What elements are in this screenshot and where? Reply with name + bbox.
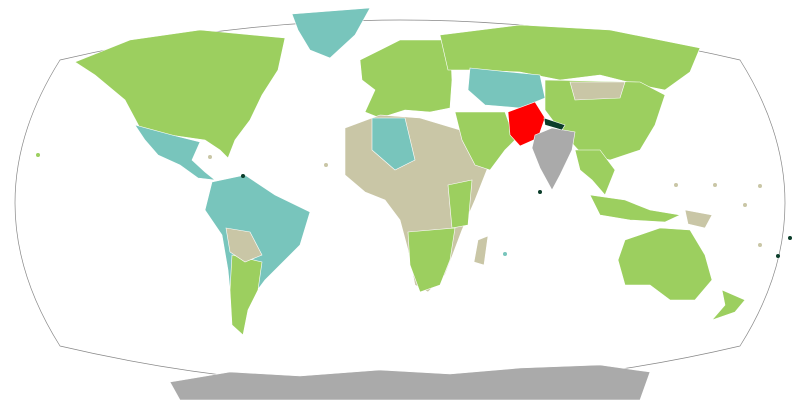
island-marker: [538, 190, 542, 194]
region-middle-east[interactable]: [454, 111, 516, 171]
region-papua[interactable]: [684, 209, 713, 229]
island-marker: [241, 174, 245, 178]
region-indonesia[interactable]: [589, 194, 682, 223]
island-marker: [758, 243, 762, 247]
region-nepal[interactable]: [543, 117, 566, 131]
island-marker: [391, 198, 395, 202]
region-bolivia-paraguay[interactable]: [225, 227, 263, 263]
island-marker: [743, 203, 747, 207]
region-madagascar[interactable]: [473, 235, 489, 266]
region-north-america[interactable]: [74, 29, 286, 159]
island-marker: [674, 183, 678, 187]
region-southeast-asia[interactable]: [574, 149, 616, 196]
region-south-america-south[interactable]: [229, 254, 263, 336]
region-antarctica[interactable]: [169, 364, 651, 401]
region-southern-africa[interactable]: [407, 227, 456, 293]
region-east-africa[interactable]: [447, 179, 473, 229]
region-north-africa[interactable]: [371, 117, 416, 171]
island-marker: [776, 254, 780, 258]
region-greenland[interactable]: [291, 7, 371, 59]
region-mexico-central-america[interactable]: [134, 124, 217, 181]
region-new-zealand[interactable]: [711, 289, 746, 321]
island-marker: [324, 163, 328, 167]
region-africa[interactable]: [344, 114, 491, 293]
island-marker: [788, 236, 792, 240]
island-marker: [36, 153, 40, 157]
island-marker: [713, 183, 717, 187]
island-marker: [758, 184, 762, 188]
region-mongolia[interactable]: [569, 81, 626, 101]
island-marker: [208, 155, 212, 159]
region-australia[interactable]: [617, 227, 713, 301]
island-marker: [503, 252, 507, 256]
